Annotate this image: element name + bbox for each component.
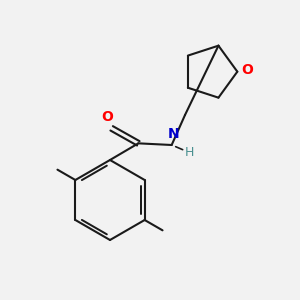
Text: O: O — [241, 63, 253, 77]
Text: N: N — [167, 127, 179, 141]
Text: H: H — [184, 146, 194, 159]
Text: O: O — [102, 110, 114, 124]
